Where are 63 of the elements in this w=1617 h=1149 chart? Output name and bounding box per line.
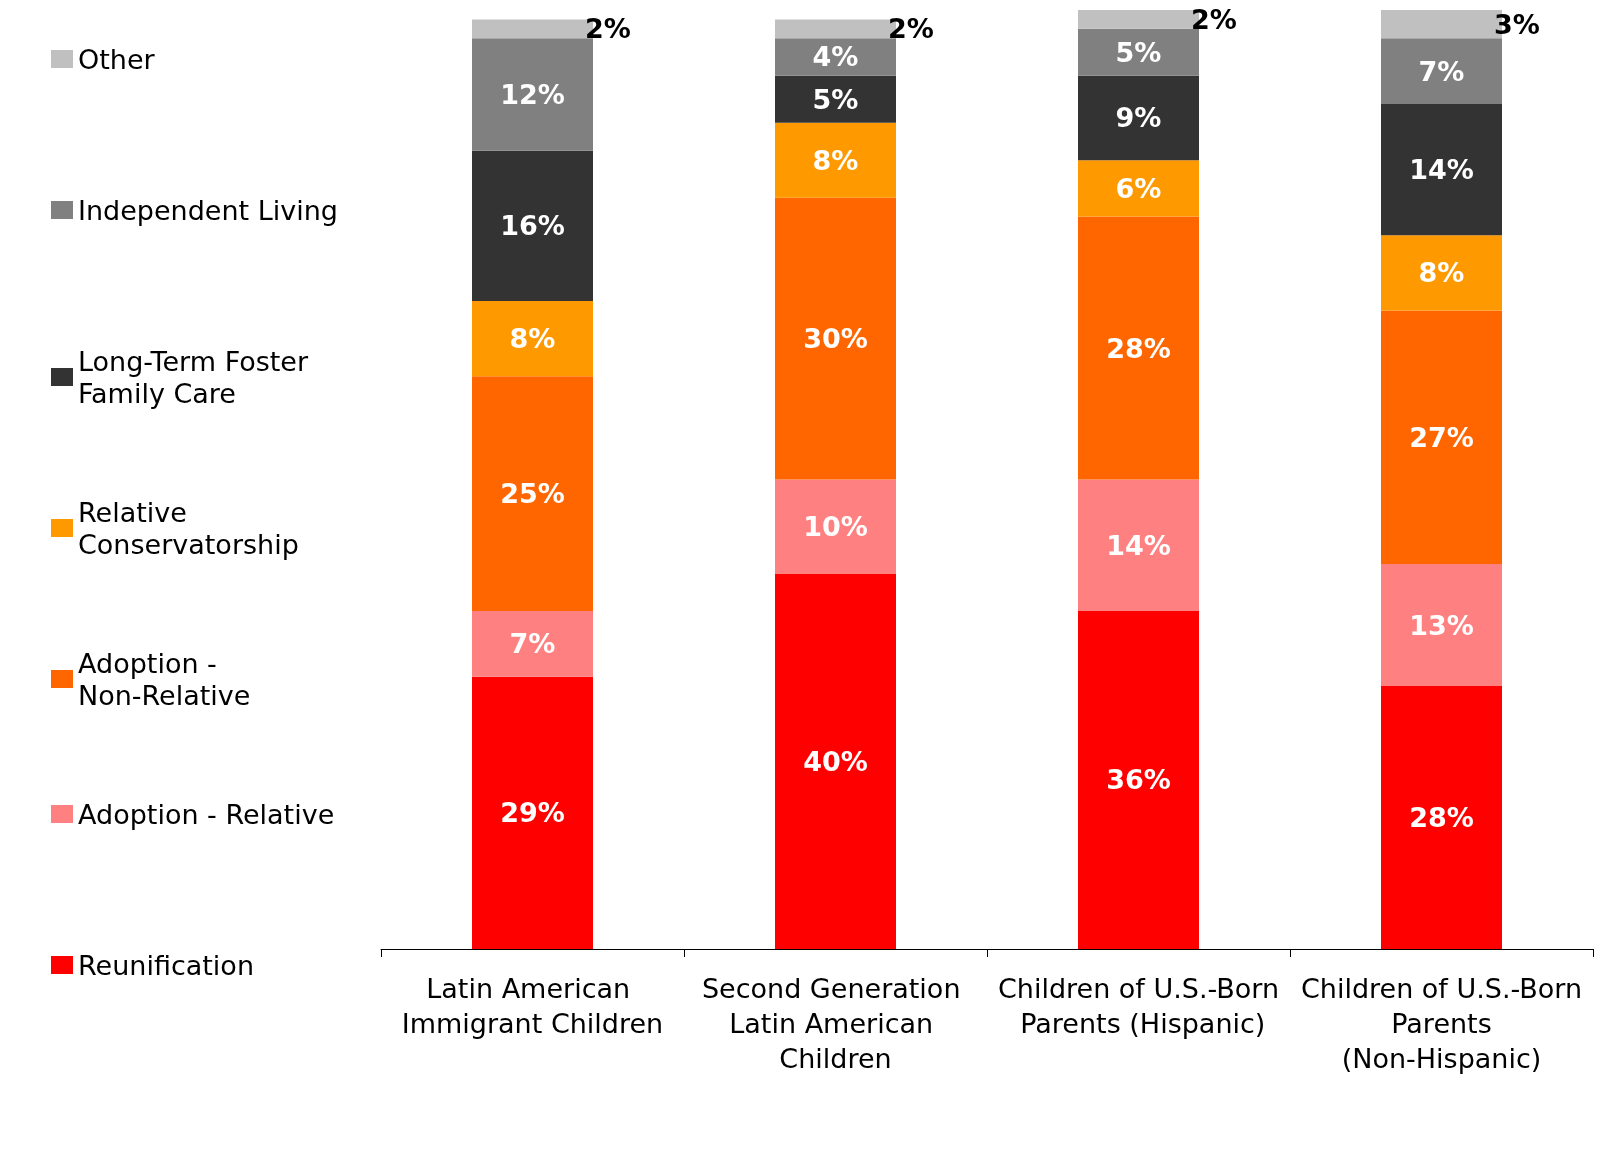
data-label: 25%	[500, 478, 565, 510]
bar	[1381, 310, 1502, 565]
data-label: 6%	[1115, 172, 1162, 204]
data-label: 8%	[509, 323, 556, 355]
legend-label: Independent Living	[78, 194, 338, 226]
bar	[1381, 686, 1502, 949]
bar	[472, 150, 593, 302]
legend-label: Reunification	[78, 949, 255, 981]
bar	[1078, 160, 1199, 217]
data-label: 8%	[812, 144, 859, 176]
bar	[472, 376, 593, 611]
bar	[1078, 28, 1199, 76]
data-label: 36%	[1106, 764, 1171, 796]
data-label: 40%	[803, 745, 868, 777]
bar	[775, 197, 896, 480]
data-label: 28%	[1106, 332, 1171, 364]
data-label: 9%	[1115, 102, 1162, 134]
bar	[472, 676, 593, 949]
data-label: 4%	[812, 41, 859, 73]
bar	[472, 610, 593, 677]
legend-label: Adoption - Non-Relative	[78, 647, 251, 711]
x-tick-label: Second Generation Latin American Children	[701, 973, 970, 1074]
data-label: 2%	[1191, 3, 1237, 35]
bar	[472, 301, 593, 377]
data-label: 8%	[1418, 257, 1465, 289]
bar	[1381, 564, 1502, 687]
legend-label: Long-Term Foster Family Care	[78, 345, 317, 409]
bar	[472, 38, 593, 151]
bar	[775, 573, 896, 949]
data-label: 3%	[1494, 8, 1540, 40]
data-label: 5%	[812, 83, 859, 115]
bar	[1381, 235, 1502, 311]
data-label: 2%	[585, 13, 631, 45]
data-label: 13%	[1409, 609, 1474, 641]
x-tick-label: Latin American Immigrant Children	[401, 973, 664, 1039]
bar	[775, 122, 896, 198]
data-label: 12%	[500, 79, 565, 111]
data-label: 2%	[888, 13, 934, 45]
bar	[1381, 103, 1502, 236]
data-label: 30%	[803, 323, 868, 355]
legend-label: Relative Conservatorship	[78, 496, 299, 560]
data-label: 16%	[500, 210, 565, 242]
bar	[1078, 75, 1199, 161]
data-label: 10%	[803, 510, 868, 542]
bar	[1078, 479, 1199, 611]
bar	[775, 75, 896, 123]
data-label: 27%	[1409, 421, 1474, 453]
data-label: 29%	[500, 797, 565, 829]
x-tick-label: Children of U.S.-Born Parents (Non-Hispanic)	[1300, 973, 1583, 1074]
x-tick-label: Children of U.S.-Born Parents (Hispanic)	[997, 973, 1280, 1039]
legend-label: Adoption - Relative	[78, 798, 335, 830]
data-label: 28%	[1409, 802, 1474, 834]
legend-label: Other	[78, 43, 156, 75]
bar	[1078, 610, 1199, 949]
data-label: 7%	[1418, 55, 1465, 87]
bar	[775, 479, 896, 574]
bar	[1078, 216, 1199, 480]
data-label: 5%	[1115, 36, 1162, 68]
data-label: 7%	[509, 628, 556, 660]
bar	[775, 38, 896, 76]
bar	[1381, 38, 1502, 104]
data-label: 14%	[1106, 529, 1171, 561]
data-label: 14%	[1409, 154, 1474, 186]
